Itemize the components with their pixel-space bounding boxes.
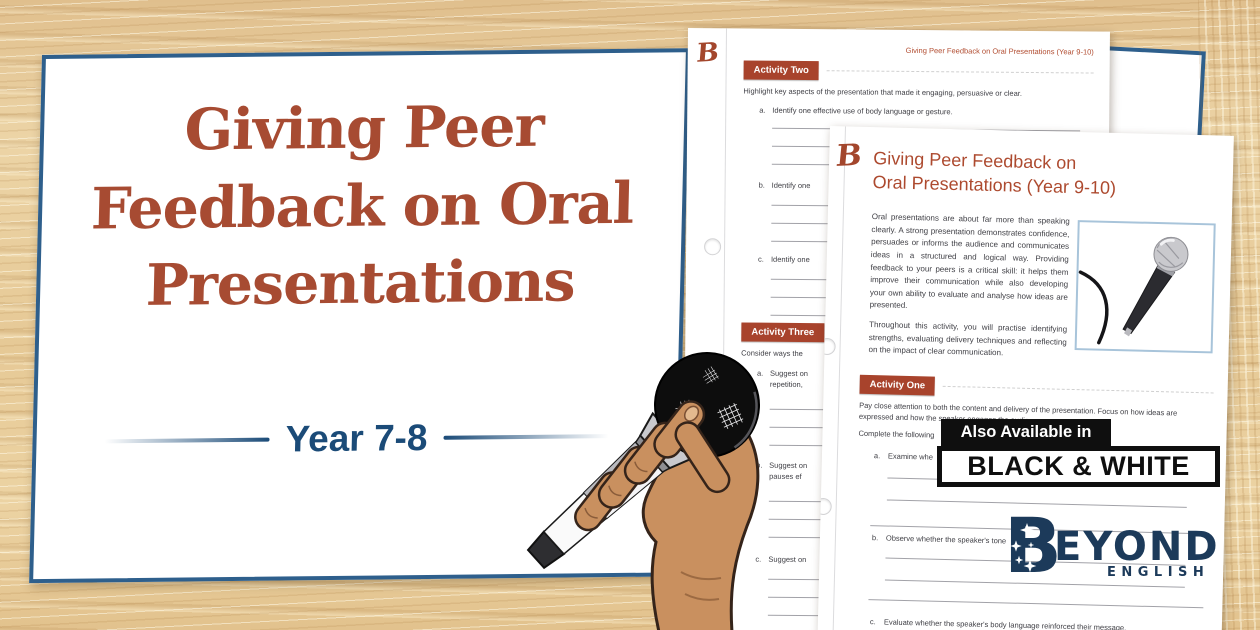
item-letter: a. — [873, 451, 881, 461]
english-logo-text: ENGLISH — [1107, 565, 1209, 580]
item-letter: c. — [757, 254, 764, 264]
item-text: Evaluate whether the speaker's body lang… — [883, 617, 1127, 630]
hand-fingers — [574, 400, 731, 532]
worksheet-title-line1: Giving Peer Feedback on — [872, 148, 1077, 174]
beyond-english-logo: B EYOND ENGLISH — [1006, 514, 1220, 580]
badge-divider — [826, 69, 1094, 75]
worksheet-header: Giving Peer Feedback on Oral Presentatio… — [905, 45, 1094, 57]
item-letter: a. — [759, 105, 766, 115]
item-text: Identify one effective use of body langu… — [772, 105, 953, 117]
margin-rule — [832, 126, 846, 630]
worksheet-page-front: B Giving Peer Feedback on Oral Presentat… — [817, 126, 1234, 630]
answer-line — [886, 499, 1187, 508]
item-letter: b. — [871, 533, 879, 543]
year-label: Year 7-8 — [285, 416, 428, 460]
beyond-logo-text: EYOND — [1054, 524, 1220, 570]
punch-hole — [704, 238, 722, 256]
microphone-photo-icon — [1078, 236, 1189, 345]
intro-para-2: Throughout this activity, you will pract… — [868, 320, 1068, 358]
intro-para-1: Oral presentations are about far more th… — [869, 212, 1070, 311]
activity-two-badge: Activity Two — [743, 60, 819, 81]
title-line-2: Feedback on Oral — [90, 169, 635, 243]
southern-cross-stars-icon — [1010, 523, 1037, 573]
item-letter: b. — [758, 180, 765, 190]
intro-text: Oral presentations are about far more th… — [868, 211, 1070, 369]
page-title: Giving Peer Feedback on Oral Presentatio… — [39, 52, 685, 325]
beyond-b-icon: B — [834, 137, 864, 174]
item-letter: c. — [869, 617, 876, 627]
worksheet-title-line2: Oral Presentations (Year 9-10) — [872, 171, 1117, 198]
activity-one-badge: Activity One — [859, 374, 936, 396]
hand-microphone-illustration — [526, 352, 760, 630]
worksheet-title: Giving Peer Feedback on Oral Presentatio… — [872, 147, 1117, 200]
answer-line — [884, 579, 1185, 588]
badge-divider — [943, 385, 1214, 394]
title-line-1: Giving Peer — [183, 92, 545, 164]
beyond-b-icon: B — [695, 37, 721, 69]
title-line-3: Presentations — [145, 247, 576, 319]
answer-line — [868, 599, 1204, 609]
year-divider-left — [104, 437, 270, 444]
activity-one-row: Activity One — [859, 374, 1214, 403]
activity-two-desc: Highlight key aspects of the presentatio… — [743, 86, 1022, 98]
black-white-badge: BLACK & WHITE — [937, 446, 1220, 487]
also-available-badge: Also Available in — [941, 419, 1111, 446]
microphone-photo — [1074, 220, 1216, 354]
activity-two-row: Activity Two — [743, 60, 1094, 82]
